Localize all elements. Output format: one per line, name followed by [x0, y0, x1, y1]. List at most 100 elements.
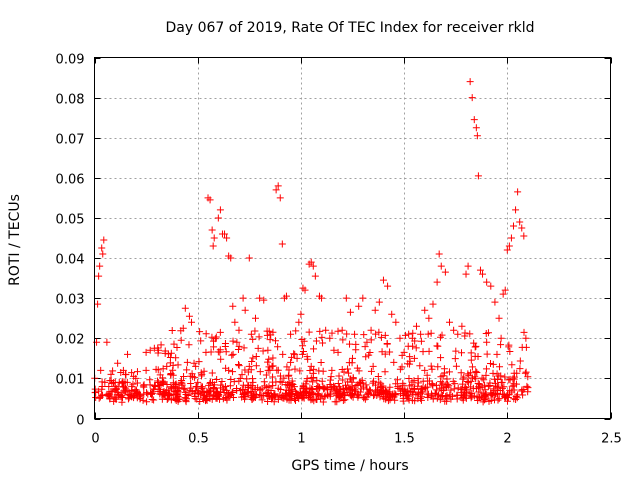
data-point: [227, 375, 235, 383]
data-point: [305, 328, 313, 336]
data-point: [445, 368, 453, 376]
data-point: [489, 369, 497, 377]
data-point: [510, 375, 518, 383]
data-point: [165, 386, 173, 394]
data-point: [235, 342, 243, 350]
data-point: [363, 385, 371, 393]
data-point: [251, 327, 259, 335]
data-point: [177, 327, 185, 335]
data-point: [336, 391, 344, 399]
data-point: [381, 368, 389, 376]
data-point: [522, 334, 530, 342]
data-point: [322, 326, 330, 334]
data-point: [327, 373, 335, 381]
data-point: [471, 352, 479, 360]
data-point: [284, 372, 292, 380]
data-point: [226, 382, 234, 390]
data-point: [309, 369, 317, 377]
data-point: [239, 390, 247, 398]
data-point: [489, 360, 497, 368]
data-point: [156, 371, 164, 379]
data-point: [462, 394, 470, 402]
data-point: [447, 386, 455, 394]
data-point: [157, 341, 165, 349]
data-point: [346, 340, 354, 348]
data-point: [318, 377, 326, 385]
data-point: [465, 371, 473, 379]
data-point: [264, 358, 272, 366]
data-point: [509, 222, 517, 230]
data-point: [114, 390, 122, 398]
data-point: [95, 394, 103, 402]
data-point: [270, 391, 278, 399]
data-point: [467, 383, 475, 391]
data-point: [183, 366, 191, 374]
data-point: [375, 298, 383, 306]
data-point: [334, 379, 342, 387]
data-point: [201, 392, 209, 400]
data-point: [334, 327, 342, 335]
data-point: [250, 390, 258, 398]
data-point: [288, 377, 296, 385]
data-point: [306, 367, 314, 375]
data-point: [202, 397, 210, 405]
data-point: [299, 350, 307, 358]
data-point: [344, 365, 352, 373]
data-point: [177, 378, 185, 386]
data-point: [161, 392, 169, 400]
data-point: [495, 395, 503, 403]
data-point: [481, 391, 489, 399]
data-point: [433, 278, 441, 286]
data-point: [197, 383, 205, 391]
data-point: [274, 343, 282, 351]
data-point: [278, 240, 286, 248]
data-point: [235, 326, 243, 334]
data-point: [389, 391, 397, 399]
data-point: [362, 353, 370, 361]
data-point: [369, 362, 377, 370]
data-point: [495, 383, 503, 391]
data-point: [501, 286, 509, 294]
data-point: [279, 350, 287, 358]
data-point: [434, 363, 442, 371]
data-point: [443, 375, 451, 383]
data-point: [464, 262, 472, 270]
y-tick-label: 0: [76, 414, 84, 429]
data-point: [488, 390, 496, 398]
data-point: [283, 395, 291, 403]
data-point: [463, 385, 471, 393]
x-tick-label: 0.5: [188, 432, 209, 447]
data-point: [95, 272, 103, 280]
data-point: [295, 318, 303, 326]
data-point: [234, 361, 242, 369]
data-point: [274, 182, 282, 190]
data-point: [354, 393, 362, 401]
data-point: [276, 194, 284, 202]
data-point: [332, 389, 340, 397]
data-point: [264, 346, 272, 354]
data-point: [211, 381, 219, 389]
data-point: [293, 392, 301, 400]
data-point: [383, 340, 391, 348]
data-point: [323, 384, 331, 392]
data-point: [299, 342, 307, 350]
data-point: [265, 363, 273, 371]
data-point: [467, 394, 475, 402]
data-point: [453, 391, 461, 399]
data-point: [461, 390, 468, 398]
data-point: [468, 374, 476, 382]
data-point: [447, 395, 455, 403]
data-point: [185, 341, 193, 349]
data-point: [146, 346, 154, 354]
data-point: [316, 383, 324, 391]
data-point: [473, 369, 481, 377]
data-point: [334, 387, 342, 395]
data-point: [417, 385, 425, 393]
data-point: [483, 350, 491, 358]
data-point: [504, 397, 512, 405]
data-point: [210, 343, 218, 351]
data-point: [303, 375, 311, 383]
data-point: [462, 270, 470, 278]
data-point: [146, 389, 154, 397]
data-point: [398, 363, 406, 371]
